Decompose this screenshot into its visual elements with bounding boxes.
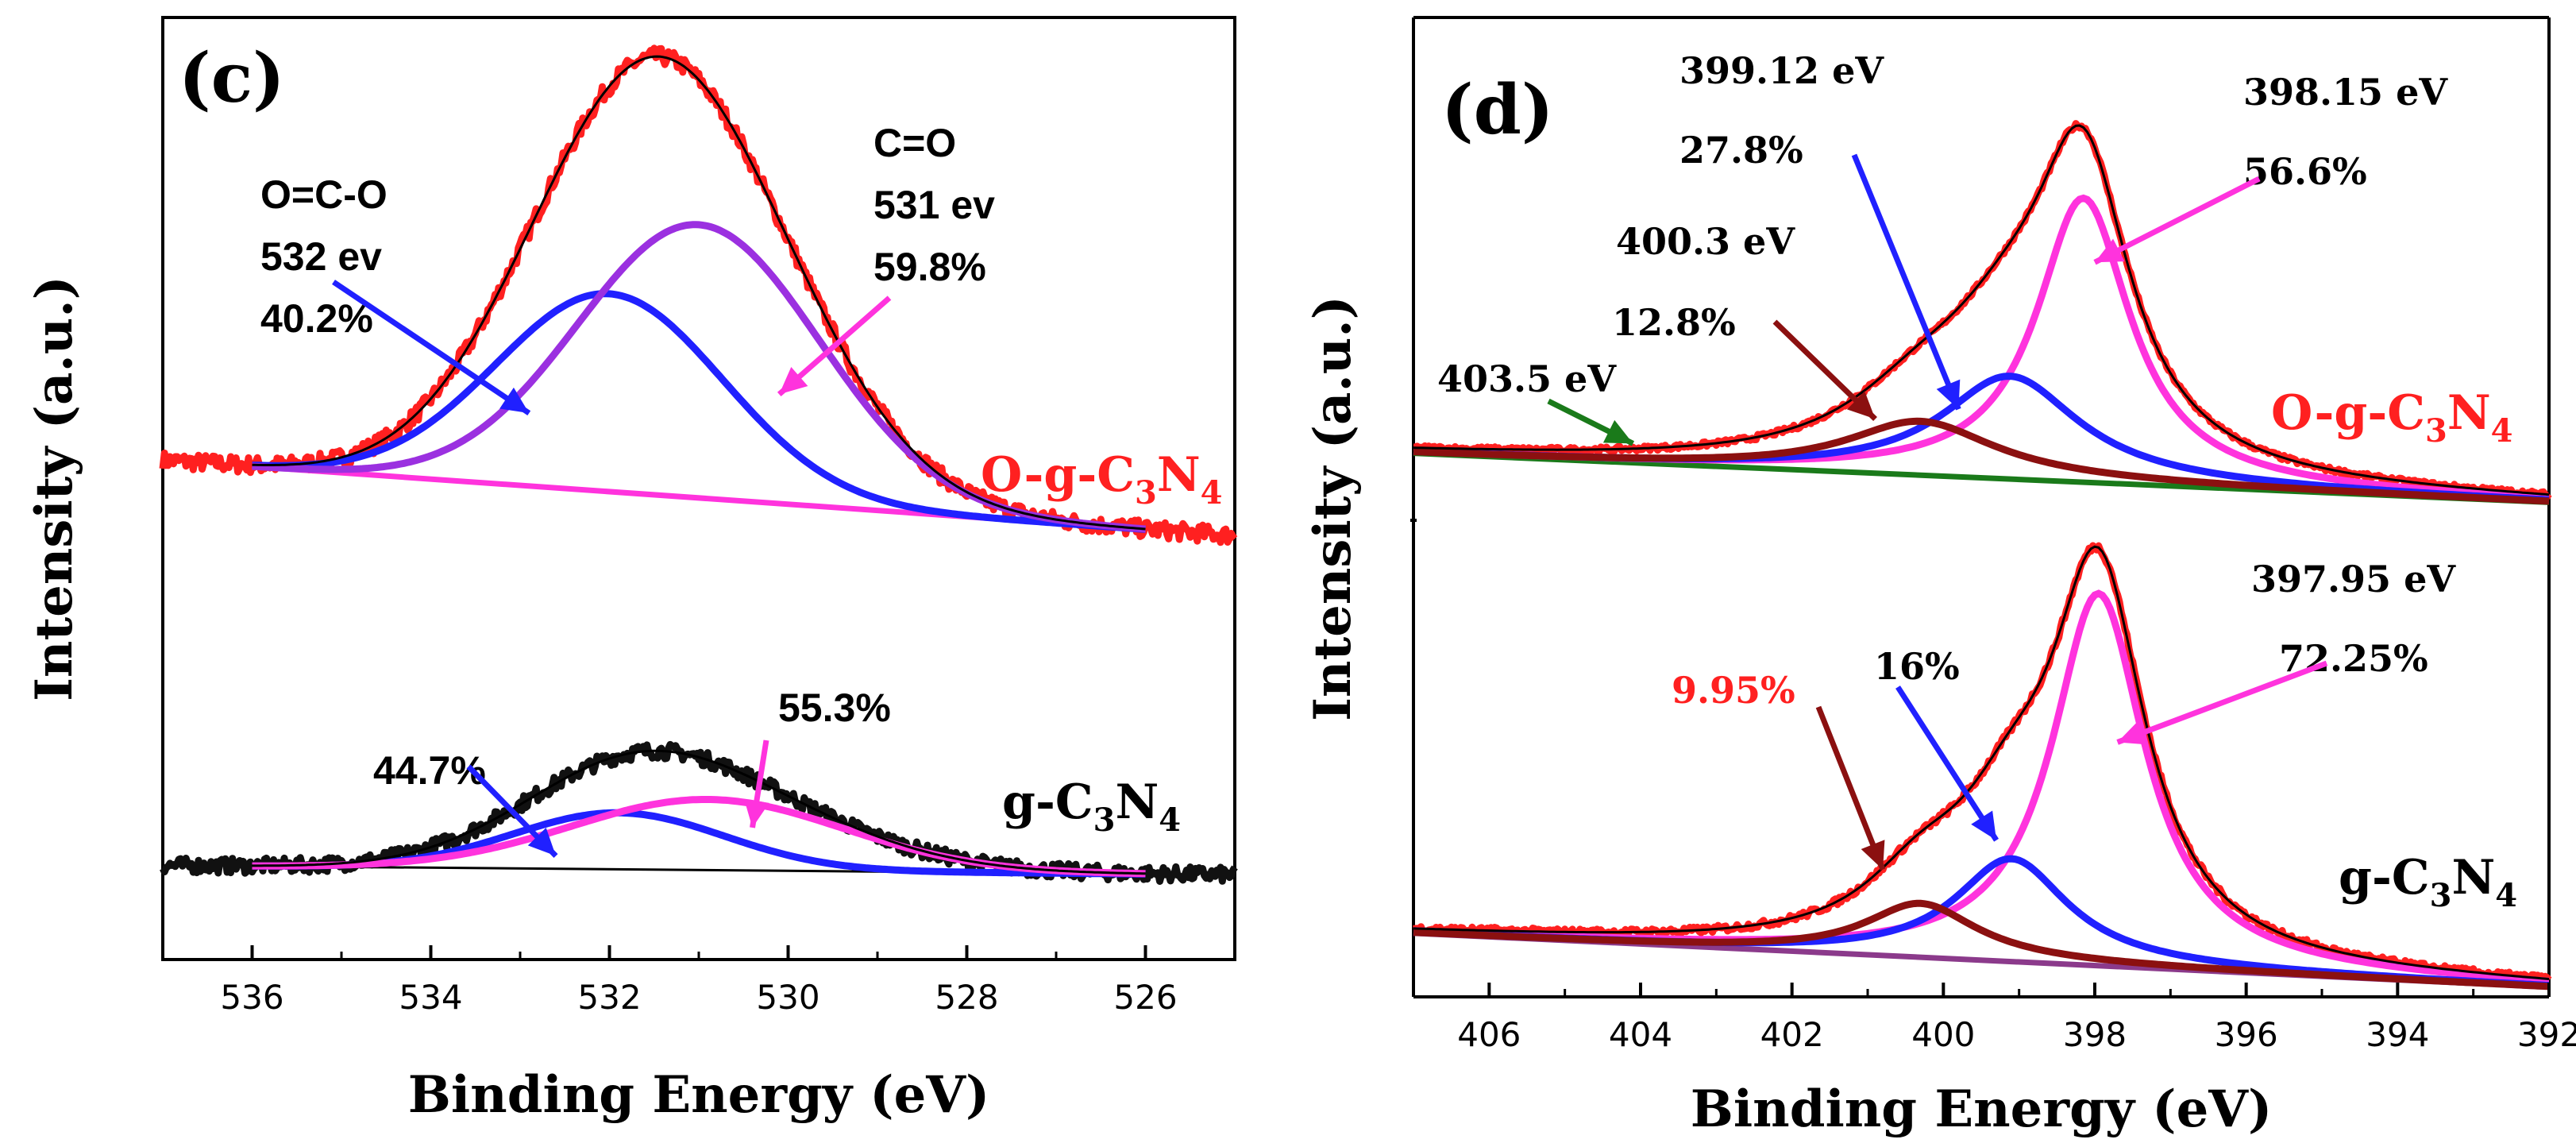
raw-spectrum-1 [1411, 542, 2552, 985]
c-top-ann1-line1: O=C-O [260, 172, 388, 217]
panel-c-y-axis-title: Intensity (a.u.) [25, 276, 84, 701]
panel-d: 406 404 402 400 398 396 394 392 (d) Intensity (… [1303, 16, 2576, 1139]
x-tick-label: 528 [935, 978, 998, 1017]
annotation-arrow-head [779, 366, 808, 395]
annotation-arrow-shaft [332, 280, 531, 416]
fit-envelope-0 [1413, 124, 2550, 496]
d-top-ann2-line2: 56.6% [2243, 150, 2367, 193]
annotation-arrow-shaft [2116, 660, 2328, 745]
d-top-ann3-line1: 400.3 eV [1616, 220, 1795, 263]
panel-d-letter: (d) [1441, 70, 1554, 150]
annotation-arrow-shaft [1895, 685, 1999, 842]
panel-c-x-axis-title: Binding Energy (eV) [408, 1065, 989, 1125]
d-top-ann1-line1: 399.12 eV [1679, 49, 1884, 92]
annotation-arrow-shaft [1851, 153, 1961, 411]
c-bottom-ann1: 44.7% [373, 748, 486, 793]
annotation-arrow-head [2095, 238, 2125, 263]
panel-d-plot-area [1411, 120, 2552, 991]
panel-c-plot-area [159, 44, 1238, 885]
annotation-arrow-head [744, 798, 769, 828]
annotation-arrow-head [1602, 419, 1633, 444]
c-top-ann2-line2: 531 ev [873, 183, 995, 227]
x-tick-label: 534 [399, 978, 462, 1017]
x-tick-label: 530 [756, 978, 819, 1017]
annotation-arrow-head [527, 828, 556, 856]
x-tick-label: 406 [1457, 1015, 1521, 1054]
annotation-arrow-head [499, 387, 530, 414]
c-label-o-g-c3n4: O-g-C3N4 [981, 447, 1223, 512]
x-tick-label: 404 [1609, 1015, 1672, 1054]
fit-component-o-c-o [252, 290, 1146, 533]
annotation-arrow-head [2117, 720, 2148, 745]
fit-component-c-n-h [1413, 899, 2550, 991]
annotation-arrow-head [1861, 840, 1885, 870]
fit-envelope-1 [1413, 545, 2550, 980]
x-tick-label: 396 [2215, 1015, 2278, 1054]
c-label-g-c3n4: g-C3N4 [1002, 774, 1181, 839]
x-tick-label: 526 [1113, 978, 1177, 1017]
fit-envelope-0 [252, 55, 1146, 531]
d-bottom-ann3: 9.95% [1672, 669, 1795, 712]
fit-component-c-n-h [1413, 417, 2550, 505]
panel-d-y-axis-title: Intensity (a.u.) [1303, 295, 1363, 721]
d-bottom-ann2: 16% [1874, 645, 1960, 688]
d-top-ann2-line1: 398.15 eV [2243, 71, 2448, 114]
annotation-arrow-head [1846, 391, 1876, 419]
d-top-ann4: 403.5 eV [1437, 357, 1617, 400]
c-top-ann1-line3: 40.2% [260, 296, 373, 341]
annotation-arrows [332, 153, 2328, 871]
x-tick-label: 392 [2517, 1015, 2576, 1054]
x-tick-label: 402 [1760, 1015, 1824, 1054]
c-top-ann2-line1: C=O [873, 121, 956, 165]
c-top-ann2-line3: 59.8% [873, 245, 986, 289]
x-tick-label: 532 [577, 978, 641, 1017]
panel-c: 536 534 532 530 528 526 (c) Intensity (a.u.) … [25, 16, 1238, 1125]
d-bottom-ann1-line1: 397.95 eV [2251, 558, 2456, 601]
annotation-arrow-head [1971, 810, 1997, 840]
d-label-o-g-c3n4: O-g-C3N4 [2271, 385, 2513, 450]
fit-envelope-1 [252, 749, 1146, 875]
panel-d-x-axis-title: Binding Energy (eV) [1691, 1079, 2272, 1139]
c-bottom-ann2: 55.3% [778, 685, 891, 730]
c-top-ann1-line2: 532 ev [260, 234, 382, 279]
panel-c-letter: (c) [179, 38, 285, 118]
panel-c-x-ticks: 536 534 532 530 528 526 [220, 945, 1178, 1017]
x-tick-label: 394 [2366, 1015, 2429, 1054]
annotation-arrow-shaft [2093, 176, 2261, 265]
d-label-g-c3n4: g-C3N4 [2339, 850, 2517, 914]
d-top-ann1-line2: 27.8% [1679, 129, 1803, 172]
x-tick-label: 400 [1911, 1015, 1975, 1054]
d-top-ann3-line2: 12.8% [1612, 301, 1736, 344]
annotation-arrow-shaft [1815, 705, 1886, 871]
panel-d-x-ticks: 406 404 402 400 398 396 394 392 [1457, 983, 2576, 1054]
annotation-arrow-head [1936, 379, 1961, 410]
x-tick-label: 536 [220, 978, 283, 1017]
x-tick-label: 398 [2063, 1015, 2127, 1054]
